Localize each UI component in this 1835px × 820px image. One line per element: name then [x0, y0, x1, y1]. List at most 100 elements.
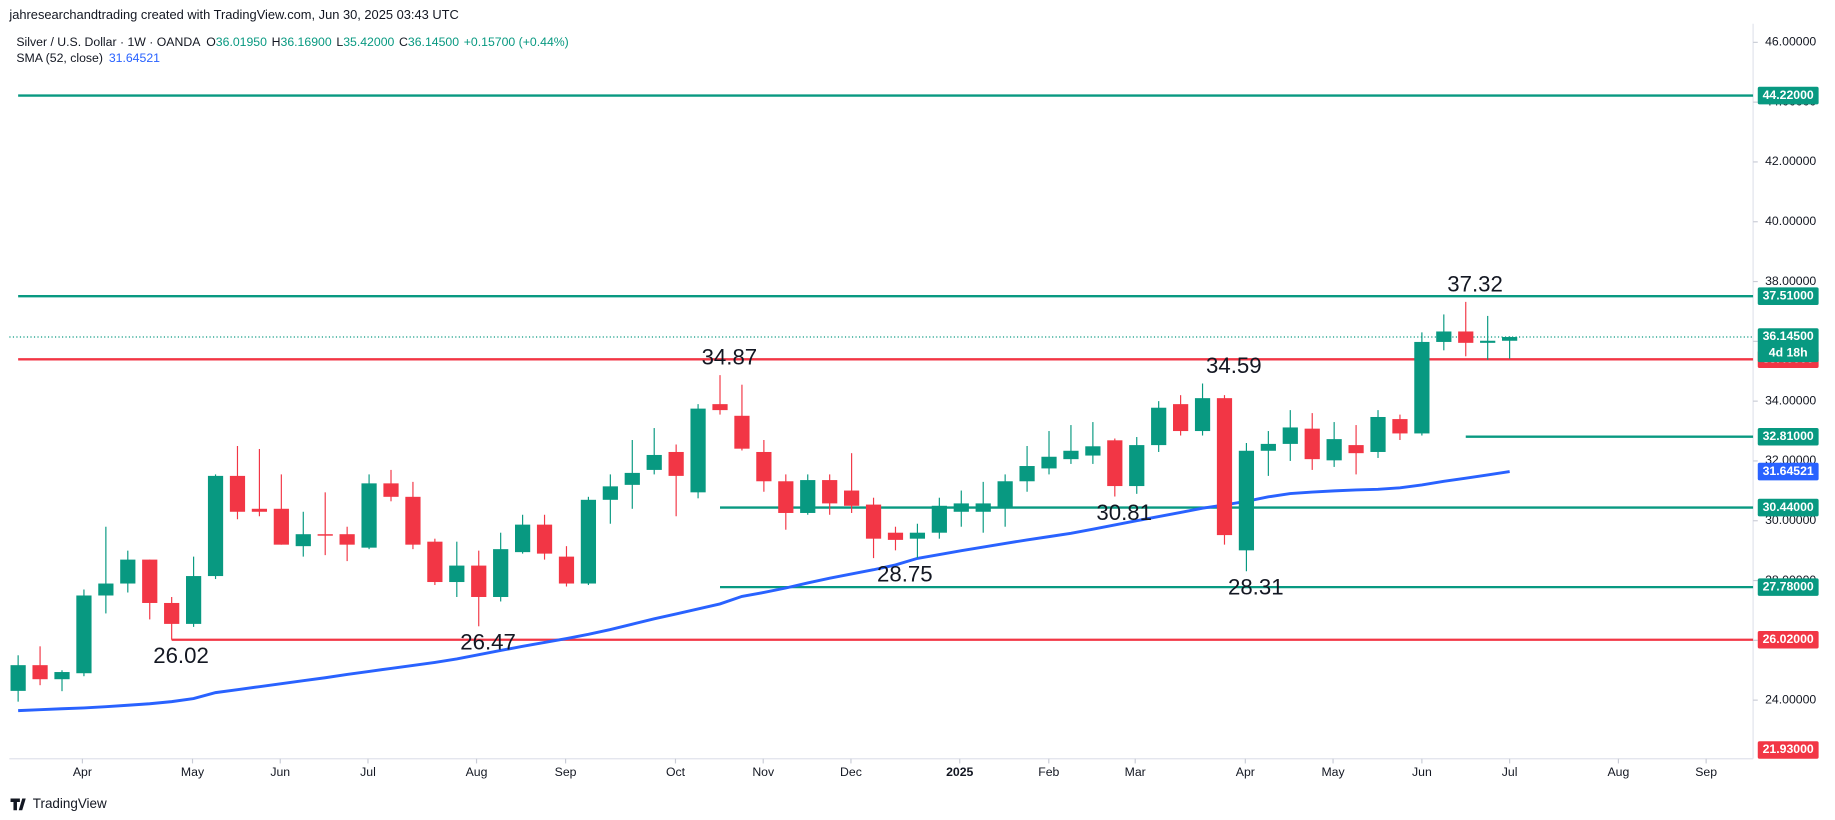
candle-body [580, 499, 597, 584]
candle-body [1194, 398, 1211, 432]
y-tick-label: 38.00000 [1765, 274, 1816, 288]
candle-body [712, 404, 728, 411]
candle-body [646, 454, 662, 470]
level-label-box [1757, 498, 1819, 517]
candle-body [251, 508, 268, 512]
candle-body [317, 534, 333, 536]
legend-text: Silver / U.S. Dollar · 1W · OANDA [16, 35, 201, 49]
candle-body [10, 665, 26, 691]
x-tick-label: Dec [840, 765, 862, 779]
x-tick-label: Aug [1607, 765, 1629, 779]
candle-body [1348, 445, 1364, 454]
candle-body [405, 496, 421, 545]
candle-body [1326, 439, 1342, 461]
candle-body [690, 408, 706, 493]
candle-body [865, 504, 882, 539]
candle-body [1173, 404, 1189, 432]
candle-body [361, 483, 377, 548]
legend-text: 36.16900 [281, 35, 332, 49]
x-tick-label: May [1321, 765, 1345, 779]
candle-body [383, 483, 399, 497]
candle-body [493, 549, 509, 597]
level-label-text: 27.78000 [1763, 579, 1814, 593]
candle-body [1019, 466, 1035, 482]
x-tick-label: Apr [1236, 765, 1255, 779]
candle-body [295, 534, 311, 547]
candle-body [1304, 428, 1320, 460]
candle-body [449, 565, 465, 583]
legend-text: H [272, 35, 281, 49]
legend-text: O [206, 35, 216, 49]
candle-body [273, 508, 289, 545]
legend-text: C [399, 35, 408, 49]
sma-legend-name: SMA (52, close) [16, 51, 103, 65]
logo-mark [10, 798, 26, 811]
candle-body [142, 559, 158, 603]
candle-body [624, 472, 640, 485]
candle-body [822, 480, 838, 504]
candle-body [1238, 450, 1255, 551]
candle-body [1458, 331, 1474, 343]
legend-text: +0.15700 (+0.44%) [464, 35, 569, 49]
level-label-box [1757, 630, 1819, 649]
x-tick-label: 2025 [946, 765, 973, 779]
level-label-text: 30.44000 [1763, 500, 1814, 514]
candle-body [756, 451, 772, 482]
x-tick-label: Oct [666, 765, 686, 779]
x-tick-label: Jun [270, 765, 290, 779]
level-label-box [1757, 287, 1819, 305]
price-annotation: 28.31 [1228, 575, 1284, 600]
candle-body [602, 486, 618, 500]
level-label-text: 26.02000 [1763, 632, 1814, 646]
candle-body [164, 602, 180, 624]
y-tick-label: 30.00000 [1765, 513, 1816, 527]
candle-body [1041, 456, 1057, 469]
candle-body [558, 556, 575, 584]
y-tick-label: 34.00000 [1765, 393, 1816, 407]
candle-body [800, 480, 816, 513]
candle-body [207, 475, 224, 577]
candle-body [668, 451, 684, 476]
candle-body [1260, 443, 1276, 451]
level-label-text: 44.22000 [1763, 88, 1814, 102]
candle-body [887, 532, 904, 540]
candle-body [734, 415, 750, 449]
candle-body [1216, 398, 1233, 536]
y-tick-label: 42.00000 [1765, 154, 1816, 168]
level-label-text: 37.51000 [1763, 288, 1814, 302]
candle-body [1151, 407, 1167, 446]
level-label-box [1757, 578, 1819, 596]
sma-line [18, 470, 1510, 713]
candle-body [1370, 416, 1386, 452]
price-annotation: 28.75 [877, 562, 933, 587]
candle-body [229, 475, 246, 512]
candle-body [909, 532, 926, 539]
candle-body [997, 481, 1013, 507]
logo: TradingView [10, 796, 107, 811]
x-tick-label: Sep [555, 765, 577, 779]
level-label-box [1757, 427, 1819, 446]
candle-body [120, 559, 136, 584]
candle-body [844, 490, 860, 506]
candle-body [1414, 341, 1430, 434]
x-tick-label: Sep [1695, 765, 1717, 779]
candle-body [76, 595, 92, 674]
x-tick-label: Mar [1125, 765, 1146, 779]
x-tick-label: Aug [466, 765, 488, 779]
candle-body [515, 524, 531, 553]
legend-text: 36.01950 [216, 35, 267, 49]
candle-body [953, 503, 969, 512]
last-price-label-text: 36.14500 [1763, 329, 1814, 343]
header: jahresearchandtrading created with Tradi… [8, 7, 458, 22]
candle-body [931, 505, 947, 533]
price-annotation: 30.81 [1096, 500, 1152, 525]
candle-body [32, 665, 48, 680]
candle-body [339, 534, 355, 545]
candle-body [54, 672, 70, 680]
candle-body [1392, 419, 1408, 434]
x-tick-label: May [181, 765, 205, 779]
candle-body [536, 524, 553, 554]
x-tick-label: Apr [73, 765, 92, 779]
candle-body [1129, 445, 1145, 487]
price-annotation: 37.32 [1447, 271, 1503, 296]
